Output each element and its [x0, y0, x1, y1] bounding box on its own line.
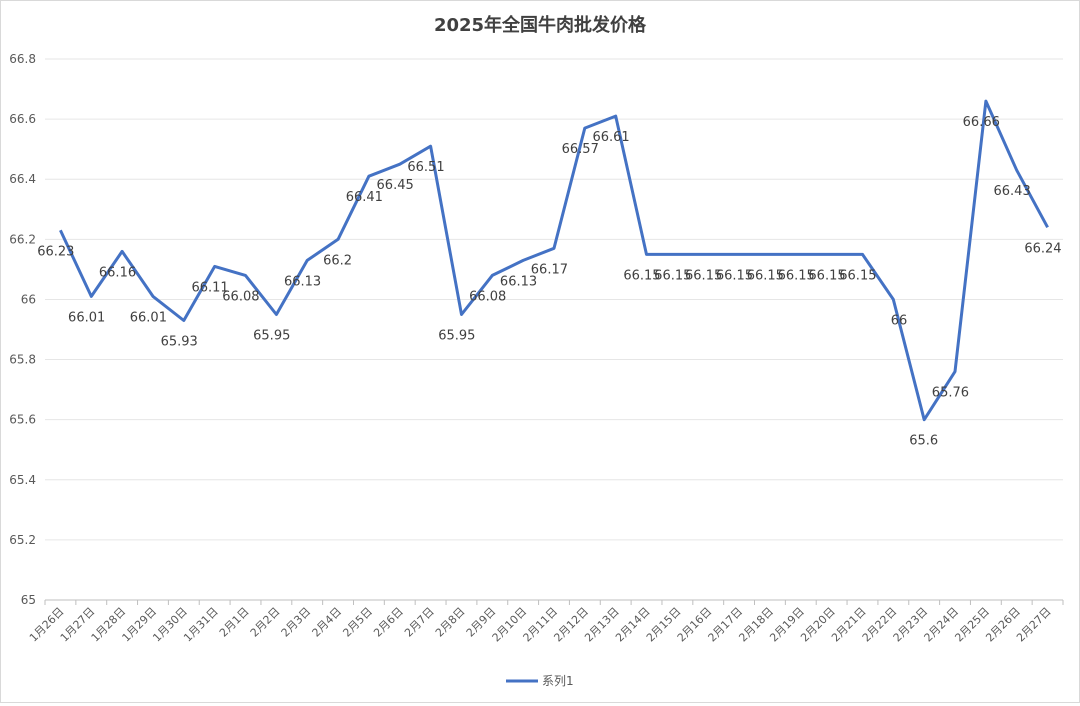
- data-label: 66.01: [130, 310, 167, 325]
- gridlines: [45, 58, 1063, 601]
- data-label: 66.15: [839, 268, 876, 283]
- data-label: 66.2: [323, 253, 352, 268]
- x-tick-label: 2月5日: [340, 605, 375, 640]
- y-tick-label: 65.4: [9, 473, 36, 487]
- data-label: 66.15: [716, 268, 753, 283]
- data-label: 66.15: [654, 268, 691, 283]
- chart-title: 2025年全国牛肉批发价格: [434, 14, 647, 36]
- legend-label-series-1: 系列1: [542, 674, 574, 688]
- series-lines: [59, 99, 1049, 422]
- y-tick-label: 66.8: [9, 52, 36, 66]
- data-label: 66: [891, 313, 908, 328]
- x-tick-label: 2月7日: [402, 605, 437, 640]
- y-tick-label: 65.6: [9, 413, 36, 427]
- x-tick-label: 2月8日: [433, 605, 468, 640]
- data-label: 65.95: [438, 328, 475, 343]
- y-axis-ticks: 65 65.2 65.4 65.6 65.8 66 66.2 66.4 66.6 66.8: [9, 52, 36, 607]
- y-tick-label: 65: [21, 593, 36, 607]
- x-tick-label: 2月6日: [371, 605, 406, 640]
- data-label: 66.15: [685, 268, 722, 283]
- data-label: 66.57: [562, 142, 599, 157]
- y-tick-label: 66.2: [9, 232, 36, 246]
- y-tick-label: 66: [21, 292, 36, 306]
- data-labels: 66.2366.0166.1666.0165.9366.1166.0865.95…: [37, 115, 1061, 449]
- data-label: 65.76: [932, 386, 969, 401]
- x-axis-ticks: 1月26日1月27日1月28日1月29日1月30日1月31日2月1日2月2日2月…: [27, 600, 1064, 645]
- data-label: 66.01: [68, 310, 105, 325]
- y-tick-label: 65.2: [9, 533, 36, 547]
- data-label: 66.24: [1024, 241, 1061, 256]
- x-tick-label: 2月3日: [279, 605, 314, 640]
- data-label: 66.15: [778, 268, 815, 283]
- x-tick-label: 2月4日: [310, 605, 345, 640]
- data-label: 66.43: [994, 184, 1031, 199]
- y-tick-label: 66.6: [9, 112, 36, 126]
- data-label: 66.08: [222, 289, 259, 304]
- data-label: 66.61: [592, 130, 629, 145]
- data-label: 66.45: [377, 178, 414, 193]
- data-label: 66.08: [469, 289, 506, 304]
- data-label: 66.13: [500, 274, 537, 289]
- data-label: 66.15: [623, 268, 660, 283]
- legend: 系列1: [506, 674, 574, 688]
- data-label: 66.15: [808, 268, 845, 283]
- data-label: 66.15: [747, 268, 784, 283]
- x-tick-label: 2月1日: [217, 605, 252, 640]
- x-tick-label: 2月2日: [248, 605, 283, 640]
- data-label: 65.95: [253, 328, 290, 343]
- x-tick-label: 1月31日: [181, 605, 221, 645]
- data-label: 65.6: [909, 434, 938, 449]
- data-label: 66.17: [531, 262, 568, 277]
- data-label: 66.41: [346, 190, 383, 205]
- data-label: 66.11: [191, 280, 228, 295]
- y-tick-label: 65.8: [9, 353, 36, 367]
- data-label: 65.93: [161, 334, 198, 349]
- data-label: 66.51: [407, 160, 444, 175]
- series-line-1: [59, 99, 1049, 422]
- data-label: 66.66: [963, 115, 1000, 130]
- data-label: 66.23: [37, 244, 74, 259]
- data-label: 66.13: [284, 274, 321, 289]
- y-tick-label: 66.4: [9, 172, 36, 186]
- x-tick-label: 2月27日: [1014, 605, 1054, 645]
- data-label: 66.16: [99, 265, 136, 280]
